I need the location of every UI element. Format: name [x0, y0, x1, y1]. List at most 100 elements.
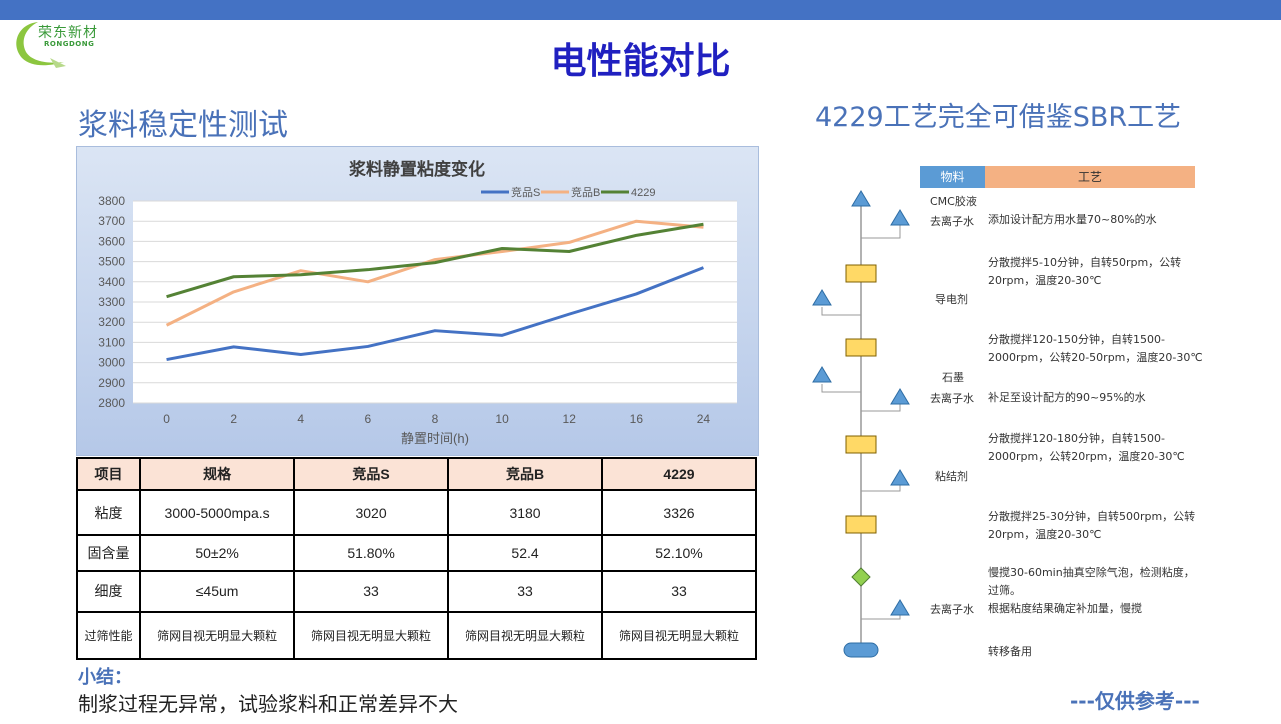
triangle-icon	[890, 388, 910, 405]
chart-title: 浆料静置粘度变化	[349, 159, 485, 179]
process-step-text: 补足至设计配方的90~95%的水	[988, 391, 1146, 404]
x-tick-label: 4	[297, 412, 304, 426]
table-cell: 52.10%	[601, 533, 757, 573]
table-header: 竞品B	[447, 456, 604, 492]
table-cell: 52.4	[447, 533, 604, 573]
table-header: 规格	[139, 456, 296, 492]
table-cell: 3326	[601, 489, 757, 536]
series-line-竞品S	[166, 266, 704, 362]
x-tick-label: 12	[563, 412, 577, 426]
material-label: 去离子水	[930, 603, 974, 616]
table-cell: 3020	[293, 489, 450, 536]
spec-table: 项目 规格 竞品S 竞品B 4229 粘度 3000-5000mpa.s 302…	[75, 456, 757, 660]
legend-label: 4229	[631, 187, 655, 199]
summary-title: 小结：	[78, 667, 132, 688]
viscosity-chart: 3800 3700 3600 3500 3400 3300 3200 3100 3000 2900…	[76, 146, 759, 456]
flow-connector	[861, 485, 901, 492]
chart-svg: 3800 3700 3600 3500 3400 3300 3200 3100 3000 2900…	[98, 159, 737, 446]
y-tick-label: 2900	[98, 376, 125, 390]
table-cell: 3000-5000mpa.s	[139, 489, 296, 536]
diamond-icon	[851, 567, 871, 587]
table-header: 竞品S	[293, 456, 450, 492]
x-tick-label: 6	[365, 412, 372, 426]
process-step-text: 根据粘度结果确定补加量，慢搅	[988, 602, 1142, 615]
material-label: 导电剂	[935, 293, 968, 306]
reference-note: ---仅供参考---	[1070, 689, 1200, 713]
material-label: 粘结剂	[935, 470, 968, 483]
triangle-icon	[890, 469, 910, 486]
process-step-text: 20rpm，温度20-30℃	[988, 274, 1102, 287]
series-line-竞品B	[165, 219, 704, 327]
triangle-icon	[851, 190, 871, 207]
y-tick-label: 3600	[98, 234, 125, 248]
table-cell: 筛网目视无明显大颗粒	[601, 610, 757, 660]
right-section-title: 4229工艺完全可借鉴SBR工艺	[815, 102, 1182, 133]
process-step-text: 20rpm，温度20-30℃	[988, 528, 1102, 541]
legend-label: 竞品B	[571, 185, 600, 199]
triangle-icon	[812, 366, 832, 383]
process-step-text: 分散搅拌25-30分钟，自转500rpm，公转	[988, 510, 1196, 523]
x-tick-label: 0	[163, 412, 170, 426]
table-cell: 粘度	[75, 489, 142, 536]
x-axis-label: 静置时间(h)	[401, 431, 469, 446]
flow-connector	[861, 615, 901, 620]
flow-connector	[821, 384, 861, 393]
x-tick-label: 16	[630, 412, 644, 426]
triangle-icon	[890, 209, 910, 226]
table-cell: 筛网目视无明显大颗粒	[293, 610, 450, 660]
process-step-text: 添加设计配方用水量70~80%的水	[988, 213, 1157, 226]
table-row: 细度 ≤45um 33 33 33	[75, 570, 757, 613]
flow-connector	[861, 404, 901, 412]
table-cell: 33	[293, 570, 450, 613]
table-row: 固含量 50±2% 51.80% 52.4 52.10%	[75, 533, 757, 573]
material-label: 去离子水	[930, 215, 974, 228]
material-label: 石墨	[942, 371, 964, 384]
table-cell: 50±2%	[139, 533, 296, 573]
process-header-material: 物料	[920, 166, 985, 188]
material-label: 去离子水	[930, 392, 974, 405]
triangle-icon	[890, 599, 910, 616]
process-step-box	[845, 264, 877, 283]
process-step-text: 慢搅30-60min抽真空除气泡，检测粘度，	[988, 566, 1195, 579]
table-cell: 33	[447, 570, 604, 613]
table-header: 4229	[601, 456, 757, 492]
process-step-text: 分散搅拌120-150分钟，自转1500-	[988, 333, 1165, 346]
legend-label: 竞品S	[511, 185, 540, 199]
summary-text: 制浆过程无异常，试验浆料和正常差异不大	[78, 692, 458, 716]
top-banner	[0, 0, 1281, 20]
triangle-icon	[812, 289, 832, 306]
y-tick-label: 3100	[98, 335, 125, 349]
flow-connector	[861, 225, 901, 239]
table-cell: 细度	[75, 570, 142, 613]
material-label: CMC胶液	[930, 195, 977, 208]
x-tick-label: 8	[432, 412, 439, 426]
table-cell: ≤45um	[139, 570, 296, 613]
process-step-text: 2000rpm，公转20-50rpm，温度20-30℃	[988, 351, 1203, 364]
y-tick-label: 3200	[98, 315, 125, 329]
process-flow-diagram	[812, 190, 910, 658]
process-step-text: 分散搅拌5-10分钟，自转50rpm，公转	[988, 256, 1182, 269]
table-cell: 固含量	[75, 533, 142, 573]
process-step-box	[845, 338, 877, 357]
x-tick-label: 2	[230, 412, 237, 426]
y-tick-label: 3800	[98, 194, 125, 208]
x-tick-label: 24	[697, 412, 711, 426]
table-cell: 过筛性能	[75, 610, 142, 660]
logo-swoosh-icon	[16, 22, 66, 68]
process-step-box	[845, 515, 877, 534]
company-logo	[10, 18, 120, 74]
y-tick-label: 3500	[98, 255, 125, 269]
process-step-text: 分散搅拌120-180分钟，自转1500-	[988, 432, 1165, 445]
y-tick-label: 2800	[98, 396, 125, 410]
flow-connector	[821, 307, 861, 316]
y-tick-label: 3700	[98, 214, 125, 228]
logo-name: 荣东新材	[38, 25, 98, 41]
process-step-text: 2000rpm，公转20rpm，温度20-30℃	[988, 450, 1185, 463]
table-cell: 51.80%	[293, 533, 450, 573]
x-tick-label: 10	[495, 412, 509, 426]
y-tick-label: 3400	[98, 275, 125, 289]
table-header: 项目	[75, 456, 142, 492]
table-cell: 筛网目视无明显大颗粒	[447, 610, 604, 660]
table-cell: 筛网目视无明显大颗粒	[139, 610, 296, 660]
left-section-title: 浆料稳定性测试	[78, 108, 288, 143]
